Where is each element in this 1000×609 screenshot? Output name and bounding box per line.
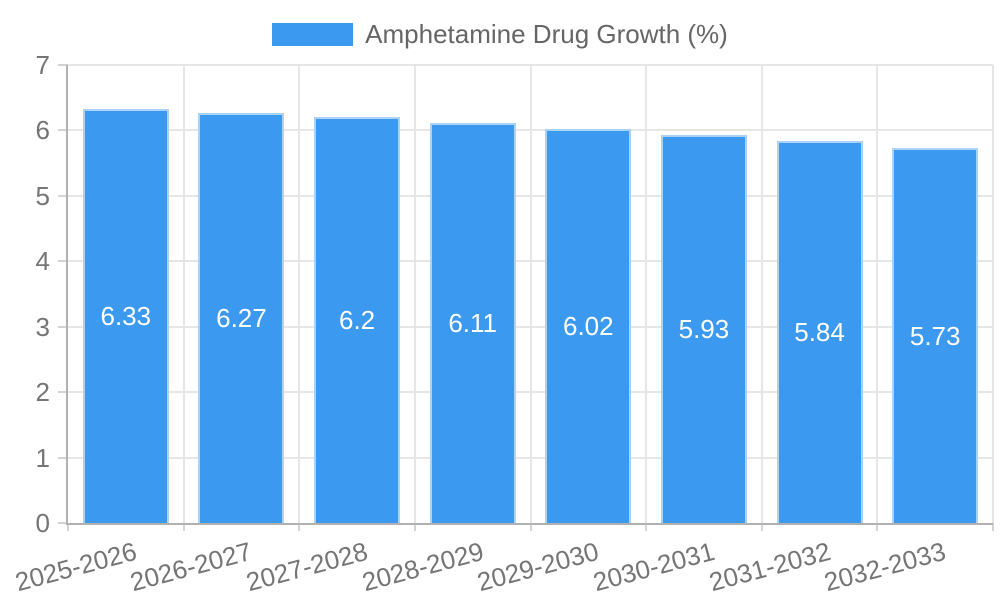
v-gridline [298, 65, 301, 523]
x-tick-mark [645, 523, 648, 531]
bar-value-label: 6.2 [338, 305, 376, 336]
bar-value-label: 5.93 [678, 314, 730, 344]
bar-value-label: 6.27 [216, 302, 267, 333]
v-gridline [182, 65, 185, 523]
v-gridline [529, 65, 532, 523]
legend-swatch[interactable] [272, 22, 354, 46]
legend-label: Amphetamine Drug Growth (%) [365, 19, 728, 49]
y-tick-mark [58, 64, 68, 66]
x-tick-mark [876, 523, 879, 531]
x-tick-mark [413, 523, 416, 531]
x-tick-mark [67, 523, 69, 531]
y-axis-label: 2 [35, 377, 50, 408]
bar-2026-2027[interactable] [198, 112, 285, 523]
y-axis-label: 7 [35, 50, 50, 80]
x-tick-mark [182, 523, 185, 531]
y-tick-mark [58, 194, 68, 197]
x-tick-mark [298, 523, 301, 531]
x-tick-mark [992, 523, 994, 531]
y-tick-mark [58, 456, 68, 459]
x-tick-mark [760, 523, 763, 531]
bar-value-label: 6.33 [100, 300, 152, 331]
y-tick-mark [58, 325, 68, 328]
y-tick-mark [58, 391, 68, 394]
y-tick-mark [58, 129, 68, 132]
y-axis-label: 6 [35, 115, 50, 146]
y-tick-mark [58, 260, 68, 263]
y-axis-label: 3 [35, 311, 50, 342]
bar-value-label: 5.73 [909, 320, 961, 351]
legend[interactable]: Amphetamine Drug Growth (%) [0, 21, 1000, 47]
v-gridline [876, 65, 879, 523]
y-axis-line [66, 65, 68, 525]
v-gridline [413, 65, 416, 523]
x-axis-line [66, 523, 993, 525]
y-axis-label: 5 [35, 180, 50, 211]
bar-value-label: 6.11 [448, 308, 498, 339]
bar-2030-2031[interactable] [660, 135, 747, 523]
bar-2027-2028[interactable] [314, 117, 401, 523]
v-gridline [645, 65, 648, 523]
bar-value-label: 5.84 [794, 316, 845, 347]
y-tick-mark [58, 522, 68, 524]
bar-2025-2026[interactable] [82, 108, 169, 523]
bar-2032-2033[interactable] [892, 148, 979, 523]
bar-2031-2032[interactable] [776, 140, 863, 523]
y-axis-label: 1 [35, 442, 50, 473]
y-axis-label: 4 [35, 246, 50, 277]
x-tick-mark [529, 523, 532, 531]
y-axis-label: 0 [35, 508, 50, 538]
bar-value-label: 6.02 [563, 311, 614, 342]
bar-2028-2029[interactable] [429, 123, 516, 523]
v-gridline [992, 65, 994, 523]
bar-2029-2030[interactable] [545, 129, 632, 523]
v-gridline [760, 65, 763, 523]
